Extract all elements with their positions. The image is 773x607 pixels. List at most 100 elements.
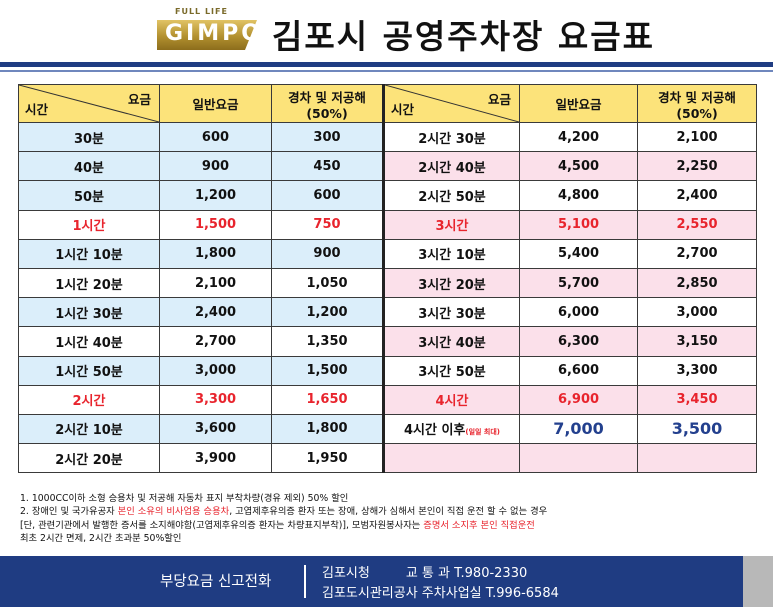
time-cell: 2시간 40분 [383,151,520,182]
time-cell: 3시간 40분 [383,326,520,357]
discount-fee-cell: 900 [271,238,385,269]
discount-fee-cell: 3,150 [637,326,757,357]
fee-table: 요금 시간 일반요금 경차 및 저공해 (50%) 요금 시간 일반요금 경차 및… [18,84,757,474]
time-cell: 30분 [18,121,160,153]
discount-fee-cell: 1,050 [271,267,385,299]
col-regular-header: 일반요금 [159,84,272,123]
time-cell: 1시간 50분 [18,355,160,386]
discount-fee-cell: 3,000 [637,297,757,328]
time-cell: 3시간 50분 [383,355,520,386]
discount-fee-cell: 3,450 [637,384,757,415]
regular-fee-cell: 2,400 [159,297,272,328]
table-row: 50분 1,200 600 2시간 50분 4,800 2,400 [18,180,757,211]
discount-fee-cell: 2,850 [637,267,757,299]
footer-contact-2: 김포도시관리공사 주차사업실 T.996-6584 [322,586,559,601]
time-cell: 3시간 30분 [383,297,520,328]
page-header: FULL LIFE GIMPO 김포시 공영주차장 요금표 [0,0,773,72]
table-row: 2시간 10분 3,600 1,800 4시간 이후(일일 최대) 7,000 3,500 [18,413,757,445]
header-rule-thin [0,70,773,72]
discount-fee-cell: 1,200 [271,297,385,328]
corner-time-label: 시간 [25,102,49,117]
discount-fee-cell: 3,300 [637,355,757,386]
regular-fee-cell: 3,600 [159,413,272,445]
table-row: 2시간 20분 3,900 1,950 [18,443,757,474]
time-cell: 3시간 10분 [383,238,520,269]
regular-fee-cell: 4,800 [519,180,638,211]
table-row: 40분 900 450 2시간 40분 4,500 2,250 [18,151,757,182]
discount-fee-cell: 1,500 [271,355,385,386]
discount-fee-cell: 750 [271,209,385,240]
regular-fee-cell [519,443,638,474]
regular-fee-cell: 3,900 [159,443,272,474]
time-cell: 2시간 20분 [18,443,160,474]
logo-word: GIMPO [165,21,263,46]
logo-band [157,20,257,50]
table-row: 1시간 30분 2,400 1,200 3시간 30분 6,000 3,000 [18,297,757,328]
corner-header-left: 요금 시간 [18,84,160,123]
gimpo-logo: FULL LIFE GIMPO [157,7,267,57]
regular-fee-cell: 7,000 [519,413,638,445]
regular-fee-cell: 5,700 [519,267,638,299]
time-cell: 40분 [18,151,160,182]
corner-time-label: 시간 [391,102,415,117]
page-title: 김포시 공영주차장 요금표 [272,17,655,56]
notes: 1. 1000CC이하 소형 승용차 및 저공해 자동차 표지 부착차량(경유 … [20,492,760,546]
note-1: 1. 1000CC이하 소형 승용차 및 저공해 자동차 표지 부착차량(경유 … [20,493,349,504]
discount-fee-cell: 2,400 [637,180,757,211]
time-cell: 2시간 [18,384,160,415]
regular-fee-cell: 6,000 [519,297,638,328]
discount-fee-cell: 2,100 [637,121,757,153]
discount-fee-cell: 2,250 [637,151,757,182]
regular-fee-cell: 600 [159,121,272,153]
time-cell: 3시간 20분 [383,267,520,299]
discount-fee-cell: 3,500 [637,413,757,445]
time-cell: 50분 [18,180,160,211]
discount-fee-cell: 300 [271,121,385,153]
footer-contact-1: 김포시청 교 통 과 T.980-2330 [322,566,528,581]
note-3: [단, 관련기관에서 발행한 증서를 소지해야함(고엽제후유의증 환자는 차량표… [20,519,535,531]
time-cell: 3시간 [383,209,520,240]
regular-fee-cell: 6,900 [519,384,638,415]
time-cell [383,443,520,474]
logo-tagline: FULL LIFE [175,7,228,16]
time-cell: 4시간 [383,384,520,415]
time-cell: 1시간 40분 [18,326,160,357]
regular-fee-cell: 4,200 [519,121,638,153]
regular-fee-cell: 1,200 [159,180,272,211]
discount-fee-cell: 1,650 [271,384,385,415]
regular-fee-cell: 1,500 [159,209,272,240]
time-cell: 4시간 이후(일일 최대) [383,413,520,445]
discount-fee-cell: 2,700 [637,238,757,269]
header-rule [0,62,773,67]
corner-fee-label: 요금 [487,92,511,107]
note-2: 2. 장애인 및 국가유공자 본인 소유의 비사업용 승용차, 고엽제후유의증 … [20,506,548,518]
table-row: 1시간 40분 2,700 1,350 3시간 40분 6,300 3,150 [18,326,757,357]
table-row: 1시간 50분 3,000 1,500 3시간 50분 6,600 3,300 [18,355,757,386]
corner-header-right: 요금 시간 [383,84,520,123]
table-row: 2시간 3,300 1,650 4시간 6,900 3,450 [18,384,757,415]
discount-fee-cell: 1,800 [271,413,385,445]
regular-fee-cell: 6,600 [519,355,638,386]
note-4: 최초 2시간 면제, 2시간 초과분 50%할인 [20,533,182,545]
regular-fee-cell: 1,800 [159,238,272,269]
footer-divider [304,565,306,598]
table-row: 1시간 1,500 750 3시간 5,100 2,550 [18,209,757,240]
discount-fee-cell: 2,550 [637,209,757,240]
col-discount-header: 경차 및 저공해 (50%) [637,84,757,123]
footer-edge-strip [743,556,773,607]
table-row: 1시간 20분 2,100 1,050 3시간 20분 5,700 2,850 [18,267,757,299]
regular-fee-cell: 5,100 [519,209,638,240]
regular-fee-cell: 2,100 [159,267,272,299]
time-cell: 2시간 30분 [383,121,520,153]
footer: 부당요금 신고전화 김포시청 교 통 과 T.980-2330 김포도시관리공사 … [0,556,773,607]
time-cell: 2시간 10분 [18,413,160,445]
col-regular-header: 일반요금 [519,84,638,123]
fee-table-body: 30분 600 300 2시간 30분 4,200 2,100 40분 900 450 2시간 4… [18,121,757,474]
time-cell: 2시간 50분 [383,180,520,211]
table-row: 1시간 10분 1,800 900 3시간 10분 5,400 2,700 [18,238,757,269]
time-cell: 1시간 30분 [18,297,160,328]
regular-fee-cell: 900 [159,151,272,182]
discount-fee-cell: 1,350 [271,326,385,357]
col-discount-header: 경차 및 저공해 (50%) [271,84,385,123]
time-cell: 1시간 [18,209,160,240]
